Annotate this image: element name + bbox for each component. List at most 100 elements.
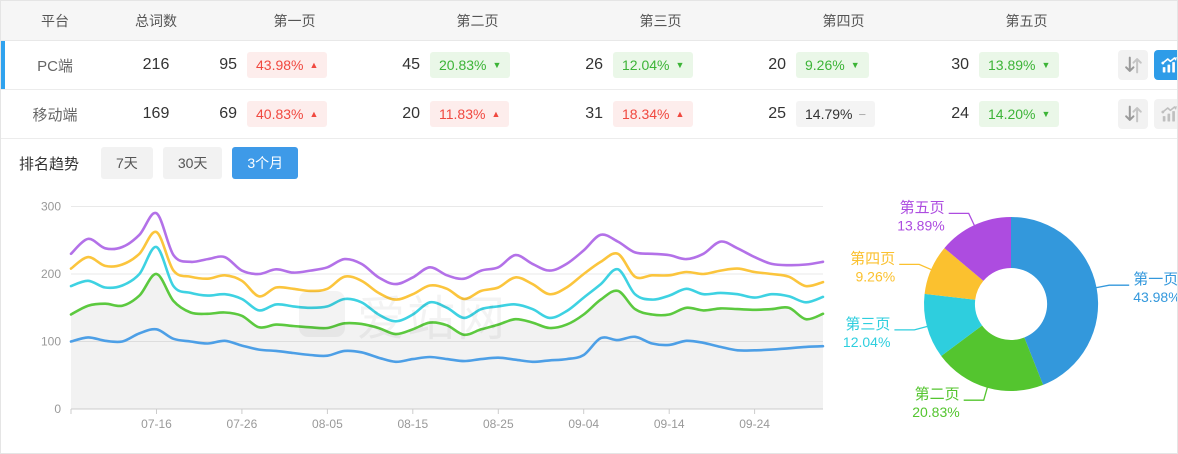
x-axis-label: 09-14	[654, 417, 685, 431]
down-arrow-icon: ▼	[1041, 60, 1051, 70]
column-header-4: 第三页	[639, 12, 682, 29]
up-arrow-icon: ▲	[309, 60, 319, 70]
compare-sort-button[interactable]	[1118, 99, 1148, 129]
percent-change-badge: 12.04% ▼	[613, 52, 694, 78]
series-line-第一页	[69, 327, 825, 364]
keyword-count: 25	[768, 105, 786, 122]
slice-label-name: 第三页	[845, 315, 890, 333]
page-1-cell: 95 43.98% ▲	[203, 52, 386, 78]
y-axis-label: 100	[41, 335, 61, 349]
donut-slice-第三页[interactable]	[924, 293, 983, 356]
trend-tab-1[interactable]: 30天	[162, 147, 223, 179]
x-axis-label: 08-25	[483, 417, 514, 431]
slice-label-percent: 20.83%	[912, 404, 959, 420]
slice-label-name: 第一页	[1133, 270, 1178, 288]
percent-change-badge: 14.20% ▼	[979, 101, 1060, 127]
keyword-count: 26	[585, 56, 603, 73]
trend-tab-0[interactable]: 7天	[101, 147, 153, 179]
donut-slice-第二页[interactable]	[941, 325, 1044, 392]
y-axis-label: 300	[41, 200, 61, 214]
down-arrow-icon: ▼	[675, 60, 685, 70]
percent-change-badge: 18.34% ▲	[613, 101, 694, 127]
slice-label-percent: 9.26%	[855, 268, 895, 284]
slice-label-percent: 43.98%	[1133, 289, 1178, 305]
keyword-count: 95	[219, 56, 237, 73]
slice-label-name: 第二页	[915, 385, 960, 403]
percent-change-badge: 14.79% −	[796, 101, 876, 127]
charts-area: 0 100 200 300 07-16 07-26 08-05 08-15 08-25 09-04…	[1, 187, 1177, 451]
series-line-第二页	[69, 272, 825, 337]
donut-slice-第四页[interactable]	[924, 248, 984, 300]
label-leader-line	[963, 385, 989, 401]
y-axis-label: 0	[54, 402, 61, 416]
trend-range-tabs: 7天 30天 3个月	[91, 147, 299, 179]
percent-change-badge: 13.89% ▼	[979, 52, 1060, 78]
area-fill	[71, 273, 823, 409]
sort-arrows-icon	[1125, 105, 1142, 123]
page-2-cell: 45 20.83% ▼	[386, 52, 569, 78]
page-3-cell: 31 18.34% ▲	[569, 101, 752, 127]
column-header-5: 第四页	[822, 12, 865, 29]
y-axis-label: 200	[41, 267, 61, 281]
up-arrow-icon: ▲	[675, 109, 685, 119]
label-leader-line	[948, 212, 976, 228]
x-axis-label: 09-04	[568, 417, 599, 431]
keyword-count: 45	[402, 56, 420, 73]
percent-change-badge: 9.26% ▼	[796, 52, 869, 78]
column-header-2: 第一页	[273, 12, 316, 29]
page-5-cell: 30 13.89% ▼	[935, 52, 1118, 78]
percent-change-badge: 43.98% ▲	[247, 52, 328, 78]
x-axis-label: 08-05	[312, 417, 343, 431]
trend-chart-button[interactable]	[1154, 50, 1177, 80]
slice-label-percent: 12.04%	[843, 334, 890, 350]
keyword-count: 69	[219, 105, 237, 122]
x-axis-label: 08-15	[397, 417, 428, 431]
column-header-3: 第二页	[456, 12, 499, 29]
total-words-value: 169	[142, 105, 170, 122]
column-header-0: 平台	[41, 12, 69, 29]
up-arrow-icon: ▲	[309, 109, 319, 119]
page-2-cell: 20 11.83% ▲	[386, 101, 569, 127]
donut-slice-第一页[interactable]	[1011, 216, 1099, 385]
table-body: PC端 216 95 43.98% ▲ 45 20.83% ▼ 26 12.04% ▼ 20 9.26%…	[1, 41, 1177, 139]
page-5-cell: 24 14.20% ▼	[935, 101, 1118, 127]
down-arrow-icon: ▼	[492, 60, 502, 70]
flat-arrow-icon: −	[858, 106, 867, 122]
page-share-donut-chart: 第一页 43.98% 第二页 20.83% 第三页 12.04% 第四页 9.26% 第五页 13…	[831, 187, 1178, 451]
series-line-第五页	[69, 211, 825, 286]
line-chart-svg: 0 100 200 300 07-16 07-26 08-05 08-15 08-25 09-04…	[41, 200, 825, 431]
x-axis-label: 07-16	[141, 417, 172, 431]
trend-line-chart: 0 100 200 300 07-16 07-26 08-05 08-15 08-25 09-04…	[1, 187, 831, 451]
trend-chart-button[interactable]	[1154, 99, 1177, 129]
trend-chart-icon	[1161, 57, 1177, 73]
label-leader-line	[899, 263, 934, 271]
row-actions	[1118, 50, 1177, 80]
trend-tab-2[interactable]: 3个月	[232, 147, 299, 179]
column-header-1: 总词数	[135, 12, 177, 29]
x-axis-label: 07-26	[227, 417, 258, 431]
slice-label-percent: 13.89%	[897, 217, 944, 233]
compare-sort-button[interactable]	[1118, 50, 1148, 80]
percent-change-badge: 20.83% ▼	[430, 52, 511, 78]
keyword-count: 30	[951, 56, 969, 73]
slice-label-name: 第四页	[850, 249, 895, 267]
page-4-cell: 20 9.26% ▼	[752, 52, 935, 78]
row-actions	[1118, 99, 1177, 129]
page-1-cell: 69 40.83% ▲	[203, 101, 386, 127]
keyword-count: 31	[585, 105, 603, 122]
keyword-count: 20	[768, 56, 786, 73]
platform-label: 移动端	[32, 106, 78, 124]
series-line-第三页	[69, 245, 825, 323]
label-leader-line	[894, 325, 930, 331]
table-row-移动端[interactable]: 移动端 169 69 40.83% ▲ 20 11.83% ▲ 31 18.34% ▲ 25 14.79…	[1, 90, 1177, 139]
series-line-第四页	[69, 230, 825, 301]
percent-change-badge: 40.83% ▲	[247, 101, 328, 127]
platform-label: PC端	[37, 57, 73, 75]
donut-slice-第五页[interactable]	[944, 217, 1011, 281]
table-row-PC端[interactable]: PC端 216 95 43.98% ▲ 45 20.83% ▼ 26 12.04% ▼ 20 9.26%…	[1, 41, 1177, 90]
sort-arrows-icon	[1125, 56, 1142, 74]
column-header-6: 第五页	[1005, 12, 1048, 29]
trend-chart-icon	[1161, 106, 1177, 122]
x-axis-label: 09-24	[739, 417, 770, 431]
page-4-cell: 25 14.79% −	[752, 101, 935, 127]
